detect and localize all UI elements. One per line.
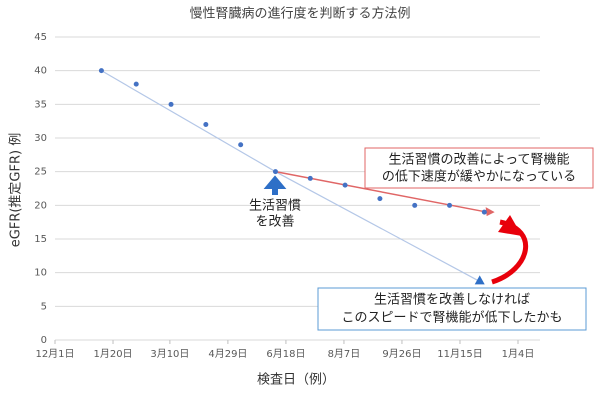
data-point <box>412 202 418 208</box>
y-tick-label: 0 <box>41 335 47 346</box>
annotation: 生活習慣を改善しなければ <box>374 292 530 308</box>
y-tick-label: 35 <box>34 99 47 110</box>
data-point <box>377 196 383 202</box>
y-tick-label: 20 <box>34 200 47 211</box>
x-tick-label: 6月18日 <box>266 348 305 360</box>
y-tick-label: 40 <box>34 66 47 77</box>
x-tick-label: 12月1日 <box>35 348 74 360</box>
data-point <box>168 101 174 107</box>
y-axis-label: eGFR(推定GFR) 例 <box>9 133 24 247</box>
x-tick-label: 4月29日 <box>208 348 247 360</box>
x-axis-label: 検査日（例） <box>257 373 335 388</box>
y-tick-label: 25 <box>34 167 47 178</box>
curved-arrow-head <box>498 215 522 236</box>
x-tick-label: 8月7日 <box>328 348 361 360</box>
x-tick-label: 11月15日 <box>437 348 482 360</box>
y-tick-label: 30 <box>34 133 47 144</box>
y-tick-label: 10 <box>34 268 47 279</box>
data-point <box>307 175 313 181</box>
annotation: 生活習慣 <box>249 198 301 214</box>
grid: 0 5 10 15 20 25 30 35 40 45 12月1日 1月20日 3月10日 4月29日 6月… <box>34 32 540 360</box>
data-point <box>203 122 209 128</box>
annotation: を改善 <box>255 214 294 230</box>
annotation-box <box>364 147 594 189</box>
y-tick-label: 5 <box>41 301 47 312</box>
annotation-box <box>317 287 587 331</box>
data-point <box>133 81 139 87</box>
data-point <box>98 68 104 74</box>
data-point <box>481 209 487 215</box>
x-tick-label: 3月10日 <box>150 348 189 360</box>
x-tick-label: 1月4日 <box>502 348 535 360</box>
data-point <box>238 142 244 148</box>
x-tick-label: 1月20日 <box>93 348 132 360</box>
annotation: 生活習慣の改善によって腎機能 <box>389 152 570 168</box>
chart-title: 慢性腎臓病の進行度を判断する方法例 <box>189 6 410 22</box>
data-point <box>272 169 278 175</box>
data-point <box>342 182 348 188</box>
annotation: このスピードで腎機能が低下したかも <box>341 311 562 326</box>
improved-trend-end <box>485 207 495 217</box>
points <box>98 68 487 215</box>
projection-end <box>474 275 485 285</box>
up-arrow <box>263 175 287 195</box>
y-tick-label: 15 <box>34 234 47 245</box>
y-tick-label: 45 <box>34 32 47 43</box>
x-tick-label: 9月26日 <box>382 348 421 360</box>
annotation: の低下速度が緩やかになっている <box>382 169 576 185</box>
data-point <box>447 202 453 208</box>
